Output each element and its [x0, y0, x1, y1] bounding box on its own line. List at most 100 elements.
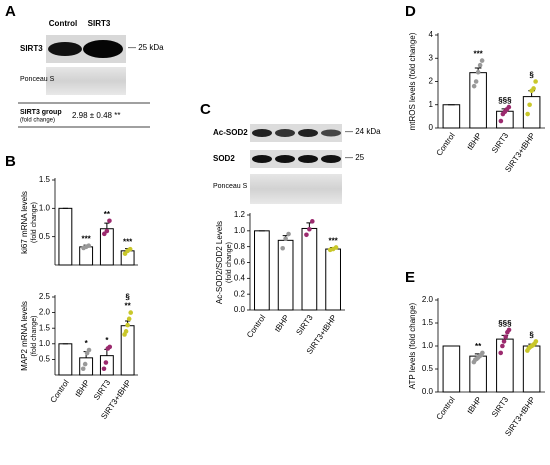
y-tick-label: 0.4	[234, 273, 246, 282]
significance-label: §	[125, 293, 130, 302]
data-point	[286, 231, 291, 237]
data-point	[104, 228, 110, 234]
data-point	[310, 219, 315, 224]
blot-band	[252, 155, 272, 163]
loading-label: Ponceau S	[20, 76, 55, 83]
bar	[301, 227, 318, 311]
significance-label: **	[104, 210, 111, 219]
y-tick-label: 0.5	[39, 355, 51, 364]
data-point	[477, 62, 483, 68]
x-tick-label: tBHP	[465, 395, 483, 415]
x-tick-label: tBHP	[273, 313, 291, 333]
data-point	[127, 246, 133, 252]
panel-letter: D	[405, 3, 416, 20]
y-tick-label: 4	[429, 30, 434, 39]
y-axis-label: Ac-SOD2/SOD2 Levels	[215, 221, 224, 304]
lane-label: SIRT3	[88, 19, 111, 28]
y-tick-label: 1.0	[234, 226, 246, 235]
x-tick-label: tBHP	[465, 131, 483, 151]
data-point	[280, 245, 285, 251]
blot-band	[298, 155, 318, 163]
data-point	[525, 111, 530, 117]
blot-band	[275, 155, 295, 163]
x-tick-label: Control	[435, 395, 457, 421]
data-point	[479, 58, 485, 63]
blot-band	[83, 40, 123, 58]
bar	[496, 338, 514, 393]
data-point	[531, 86, 536, 91]
data-point	[473, 79, 479, 84]
bar	[442, 104, 461, 129]
bar	[99, 355, 114, 376]
ponceau-strip	[46, 67, 126, 95]
y-axis-sublabel: (fold change)	[31, 316, 38, 357]
panel-letter: B	[5, 153, 16, 170]
y-tick-label: 1.0	[39, 203, 51, 212]
significance-label: §§§	[498, 319, 512, 328]
significance-label: §	[529, 331, 534, 340]
y-tick-label: 0.5	[39, 232, 51, 241]
significance-label: *	[105, 336, 109, 345]
significance-label: **	[475, 342, 482, 351]
y-axis-sublabel: (fold change)	[31, 202, 38, 243]
group-value: 2.98 ± 0.48 **	[72, 111, 120, 120]
y-tick-label: 1.0	[422, 341, 434, 350]
x-tick-label: SIRT3	[92, 378, 113, 402]
data-point	[501, 339, 507, 344]
ponceau-strip	[250, 174, 342, 204]
data-point	[500, 343, 505, 349]
blot-band	[321, 155, 341, 163]
blot-c: Ac-SOD2 SOD2 — 24 kDa — 25 Ponceau S	[213, 124, 381, 204]
y-tick-label: 1.2	[234, 210, 246, 219]
x-tick-label: Control	[49, 378, 71, 404]
blot-band	[321, 129, 341, 137]
y-axis-label: ki67 mRNA levels	[20, 191, 29, 254]
blot-strip	[250, 124, 342, 142]
y-tick-label: 1.5	[422, 318, 434, 327]
data-point	[101, 366, 107, 372]
data-point	[82, 361, 88, 367]
y-tick-label: 0.2	[234, 289, 246, 298]
y-tick-label: 2.0	[422, 295, 434, 304]
blot-a: Control SIRT3 SIRT3 — 25 kDa Ponceau S S…	[18, 19, 164, 128]
x-tick-label: SIRT3	[294, 313, 315, 337]
data-point	[498, 118, 504, 124]
group-label: SIRT3 group	[20, 109, 62, 116]
y-tick-label: 0.0	[234, 305, 246, 314]
bar	[522, 96, 541, 129]
y-tick-label: 0.5	[422, 364, 434, 373]
data-point	[333, 245, 339, 250]
blot-band	[275, 129, 295, 137]
data-point	[86, 243, 91, 249]
blot-band	[298, 129, 318, 137]
data-point	[506, 104, 512, 110]
protein-label: SIRT3	[20, 44, 43, 53]
y-tick-label: 0.8	[234, 242, 246, 251]
y-tick-label: 1	[429, 100, 434, 109]
data-point	[471, 83, 477, 89]
data-point	[86, 347, 92, 353]
significance-label: ***	[473, 50, 483, 59]
group-unit: (fold change)	[20, 118, 55, 124]
data-point	[103, 360, 109, 365]
bar	[58, 343, 73, 376]
data-point	[123, 329, 129, 334]
data-point	[107, 344, 113, 350]
significance-label: ***	[81, 234, 91, 243]
x-tick-label: SIRT3	[490, 131, 511, 155]
protein-label: Ac-SOD2	[213, 128, 248, 137]
data-point	[480, 350, 485, 356]
x-tick-label: tBHP	[73, 378, 91, 398]
significance-label: **	[125, 302, 132, 311]
y-tick-label: 1.5	[39, 175, 51, 184]
lane-label: Control	[49, 19, 77, 28]
bar	[79, 246, 94, 266]
x-tick-label: Control	[435, 131, 457, 157]
marker-label: — 25 kDa	[128, 43, 164, 52]
y-tick-label: 0.6	[234, 258, 246, 267]
bar	[58, 207, 73, 266]
data-point	[527, 102, 532, 108]
panel-letter: A	[5, 3, 16, 20]
y-axis-label: ATP levels (fold change)	[408, 302, 417, 389]
